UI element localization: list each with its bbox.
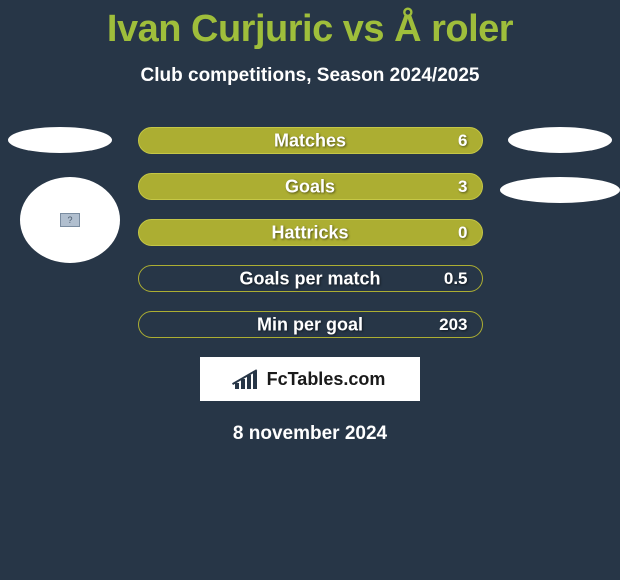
stat-label: Hattricks [271,222,348,243]
stat-label: Matches [274,130,346,151]
avatar-placeholder-icon: ? [60,213,80,227]
bar-chart-icon [235,369,261,389]
main-area: ? Matches 6 Goals 3 Hattricks 0 Goals pe… [0,127,620,445]
stat-row-matches: Matches 6 [138,127,483,154]
comparison-subtitle: Club competitions, Season 2024/2025 [0,65,620,87]
stat-value: 203 [439,315,467,335]
stat-row-hattricks: Hattricks 0 [138,219,483,246]
stat-value: 0.5 [444,269,468,289]
stat-value: 6 [458,131,467,151]
stat-row-goals-per-match: Goals per match 0.5 [138,265,483,292]
stat-row-min-per-goal: Min per goal 203 [138,311,483,338]
source-logo: FcTables.com [200,357,420,401]
left-player-ellipse [8,127,112,153]
stat-label: Min per goal [257,314,363,335]
left-player-avatar: ? [20,177,120,263]
stat-label: Goals [285,176,335,197]
stat-rows: Matches 6 Goals 3 Hattricks 0 Goals per … [138,127,483,338]
right-player-ellipse-2 [500,177,620,203]
right-player-ellipse-1 [508,127,612,153]
logo-inner: FcTables.com [235,369,386,390]
stat-label: Goals per match [239,268,380,289]
stat-value: 0 [458,223,467,243]
logo-text: FcTables.com [267,369,386,390]
stat-value: 3 [458,177,467,197]
comparison-title: Ivan Curjuric vs Å roler [0,0,620,51]
stat-row-goals: Goals 3 [138,173,483,200]
date-text: 8 november 2024 [0,423,620,445]
